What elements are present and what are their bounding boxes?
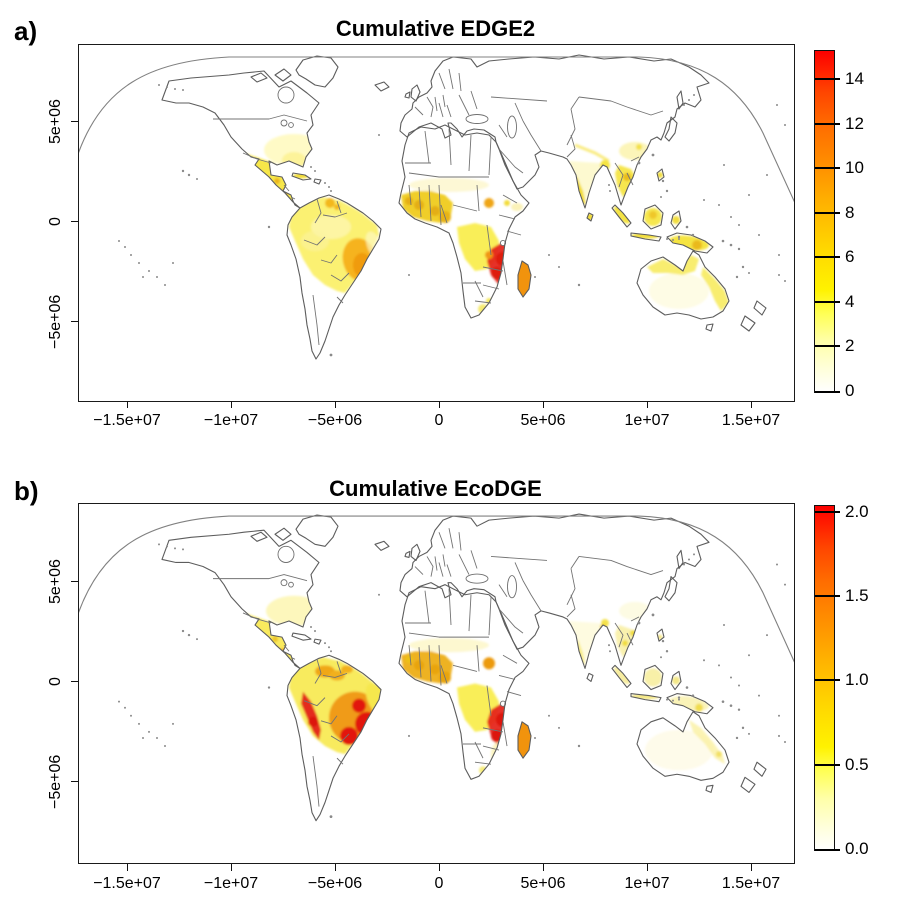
y-tick [71,781,78,783]
x-tick-label: −1.5e+07 [93,875,161,892]
colorbar-a: 0 2 4 6 8 10 12 14 [814,50,864,400]
y-tick [71,581,78,583]
y-tick-label: 5e+06 [47,99,64,145]
colorbar-tick [815,167,840,169]
x-tick-label: −5e+06 [307,875,363,892]
x-tick-label: −1e+07 [203,875,259,892]
y-tick-label: 5e+06 [47,559,64,605]
panel-b-title: Cumulative EcoDGE [329,476,542,501]
x-tick [439,864,441,871]
colorbar-tick [815,391,840,393]
x-tick [543,401,545,408]
x-tick-label: 1.5e+07 [721,875,781,892]
colorbar-tick [815,849,840,851]
x-tick [751,401,753,408]
colorbar-label: 4 [845,292,855,311]
x-tick-label: 1.5e+07 [721,412,781,429]
colorbar-label: 1.5 [845,586,869,606]
panel-a-title: Cumulative EDGE2 [335,16,536,41]
colorbar-tick [815,256,840,259]
x-tick-label: 5e+06 [520,875,566,892]
colorbar-tick [815,763,840,766]
colorbar-tick [815,679,840,682]
x-tick [231,401,233,408]
y-tick-label: −5e+06 [47,294,64,350]
world-map-a [79,45,794,401]
x-tick [439,401,441,408]
colorbar-tick [815,78,840,80]
colorbar-tick [815,510,840,513]
colorbar-label: 2 [845,336,855,356]
x-tick [335,401,337,408]
colorbar-label: 8 [845,202,855,222]
y-tick [71,681,78,683]
x-tick-label: 0 [434,875,444,892]
panel-b-map [78,503,795,864]
y-tick [71,121,78,123]
colorbar-label: 6 [845,247,855,267]
colorbar-label: 14 [845,69,864,88]
x-tick-label: 1e+07 [624,412,670,429]
colorbar-tick [815,595,840,598]
colorbar-label: 2.0 [845,501,869,521]
colorbar-tick [815,345,840,348]
colorbar-label: 10 [845,158,864,177]
x-tick [543,864,545,871]
x-tick [231,864,233,871]
x-tick [127,864,129,871]
x-tick-label: −5e+06 [307,412,363,429]
x-tick-label: 1e+07 [624,875,670,892]
colorbar-tick [815,301,840,303]
y-tick [71,321,78,323]
panel-a-map [78,44,795,402]
y-tick [71,221,78,223]
x-tick-label: 0 [434,412,444,429]
colorbar-tick [815,211,840,214]
colorbar-tick [815,122,840,125]
x-tick [647,864,649,871]
y-tick-label: −5e+06 [47,754,64,810]
x-tick-label: −1.5e+07 [93,412,161,429]
x-tick [335,864,337,871]
y-tick-label: 0 [47,677,64,687]
colorbar-label: 0 [845,381,855,400]
world-map-b [79,504,794,863]
colorbar-b: 0.0 0.5 1.0 1.5 2.0 [814,502,869,858]
colorbar-label: 0.5 [845,754,869,774]
x-tick-label: 5e+06 [520,412,566,429]
x-tick [751,864,753,871]
x-tick-label: −1e+07 [203,412,259,429]
y-tick-label: 0 [47,217,64,227]
colorbar-label: 0.0 [845,839,869,858]
x-tick [127,401,129,408]
panel-b-label: b) [14,476,39,506]
x-tick [647,401,649,408]
colorbar-label: 12 [845,113,864,133]
colorbar-label: 1.0 [845,670,869,690]
panel-a-label: a) [14,16,38,46]
